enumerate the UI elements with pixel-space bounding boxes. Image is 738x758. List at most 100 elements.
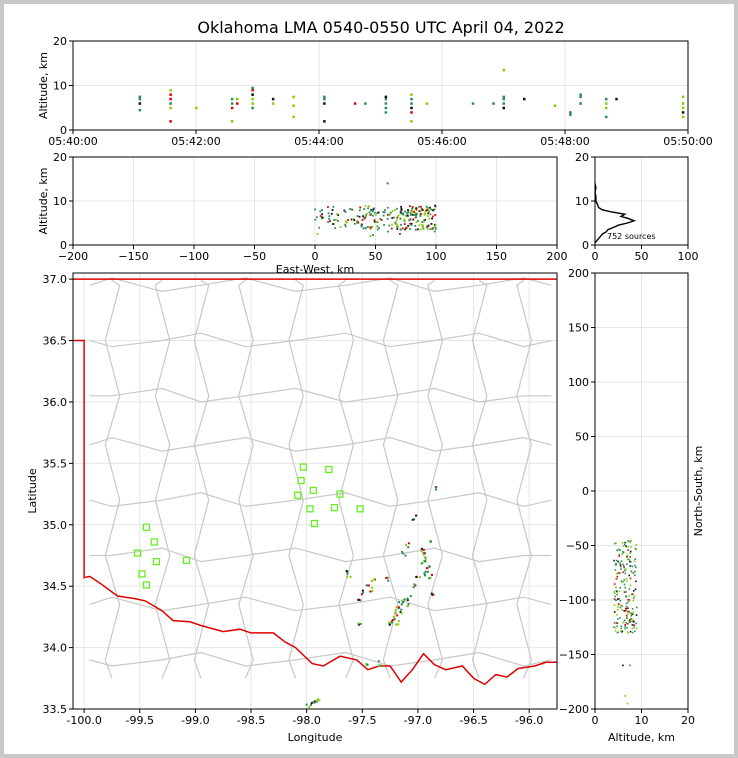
latitude-tick-label: 36.0: [43, 396, 68, 409]
map-source-point: [406, 599, 409, 602]
ew-source-point: [433, 230, 436, 233]
ns-source-point: [624, 609, 627, 612]
map-source-point: [424, 573, 427, 576]
ew-source-point: [318, 226, 321, 229]
ew-source-point: [315, 216, 318, 219]
time-height-source-point: [579, 93, 582, 96]
ns-source-point: [629, 618, 631, 621]
ew-source-point: [369, 235, 372, 238]
ns-source-point: [630, 570, 633, 573]
ew-source-point: [321, 216, 324, 219]
time-height-source-point: [169, 97, 172, 101]
time-height-source-point: [615, 97, 618, 101]
hist-plot-frame: [594, 156, 689, 246]
ew-source-point: [373, 220, 376, 223]
map-source-point: [423, 572, 426, 575]
ns-source-point: [615, 586, 617, 589]
ns-source-point: [613, 591, 615, 593]
ew-source-point: [411, 206, 414, 208]
time-height-plot-frame: [72, 40, 689, 131]
ew-source-point: [360, 224, 363, 227]
ew-source-point: [429, 213, 432, 216]
ns-ylabel: North-South, km: [692, 446, 705, 537]
ew-source-point: [334, 227, 337, 229]
state-border-south-west: [73, 339, 557, 686]
map-source-point: [398, 601, 401, 604]
longitude-tick-label: -97.0: [404, 714, 432, 727]
ns-source-point: [626, 610, 629, 613]
ew-source-point: [423, 213, 426, 216]
ew-source-point: [335, 218, 337, 221]
ew-source-point: [426, 225, 429, 228]
time-height-source-point: [569, 111, 572, 114]
ew-source-point: [416, 228, 419, 231]
ew-source-point: [429, 206, 431, 209]
hist-alt-tick-label: 10: [575, 195, 589, 208]
ew-source-point: [375, 220, 378, 223]
ns-source-point: [616, 593, 618, 596]
ew-source-point: [371, 210, 374, 213]
ns-source-point: [622, 664, 624, 667]
time-height-source-point: [292, 115, 295, 119]
ew-source-point: [314, 218, 317, 221]
map-source-point: [406, 604, 409, 607]
longitude-tick-label: -98.0: [292, 714, 320, 727]
ew-source-point: [351, 208, 354, 211]
ew-source-point: [331, 209, 334, 211]
ew-source-point: [419, 215, 422, 217]
ns-source-point: [624, 619, 626, 622]
ns-source-point: [629, 556, 631, 558]
map-source-point: [391, 618, 394, 621]
map-source-point: [407, 546, 410, 549]
ew-source-point: [321, 213, 324, 216]
ew-source-point: [422, 227, 425, 230]
ns-source-point: [630, 593, 633, 596]
ew-source-point: [431, 227, 434, 230]
map-source-point: [400, 603, 403, 606]
map-source-point: [430, 573, 433, 576]
map-source-point: [308, 706, 311, 709]
ew-source-point: [410, 224, 413, 226]
ns-alt-tick-label: 0: [592, 714, 599, 727]
time-tick-label: 05:40:00: [48, 135, 97, 148]
lma-station-marker: [152, 557, 161, 566]
ns-source-point: [628, 595, 630, 597]
ns-source-point: [614, 599, 617, 601]
ns-source-point: [632, 611, 635, 613]
ns-source-point: [617, 572, 620, 574]
map-source-point: [349, 575, 352, 578]
ew-tick-label: −100: [179, 250, 209, 263]
ns-source-point: [630, 540, 632, 542]
ew-source-point: [319, 210, 322, 213]
ns-source-point: [635, 544, 638, 546]
ew-source-point: [378, 227, 380, 229]
ns-source-point: [617, 603, 620, 605]
time-height-source-point: [410, 97, 413, 101]
time-height-source-point: [681, 102, 685, 105]
ew-source-point: [412, 218, 415, 221]
map-source-point: [413, 583, 416, 586]
ew-tick-label: 200: [547, 250, 568, 263]
ew-source-point: [415, 216, 418, 219]
lma-station-marker: [138, 570, 146, 578]
ew-source-point: [399, 232, 401, 235]
ns-source-point: [613, 604, 616, 606]
ns-source-point: [623, 541, 626, 544]
ns-source-point: [631, 607, 634, 610]
ns-source-point: [625, 605, 628, 608]
ew-source-point: [394, 223, 397, 225]
ew-source-point: [362, 215, 364, 218]
ns-source-point: [632, 620, 635, 623]
ew-source-point: [424, 210, 427, 213]
ew-source-point: [404, 210, 406, 213]
ew-source-point: [426, 215, 429, 218]
ns-source-point: [619, 600, 622, 602]
county-boundary: [89, 332, 552, 348]
ns-source-point: [625, 545, 627, 548]
ns-source-point: [612, 626, 615, 628]
time-height-source-point: [605, 106, 608, 110]
time-height-source-point: [410, 106, 413, 110]
ew-source-point: [401, 227, 404, 230]
ew-source-point: [347, 219, 349, 221]
ns-source-point: [626, 554, 629, 557]
